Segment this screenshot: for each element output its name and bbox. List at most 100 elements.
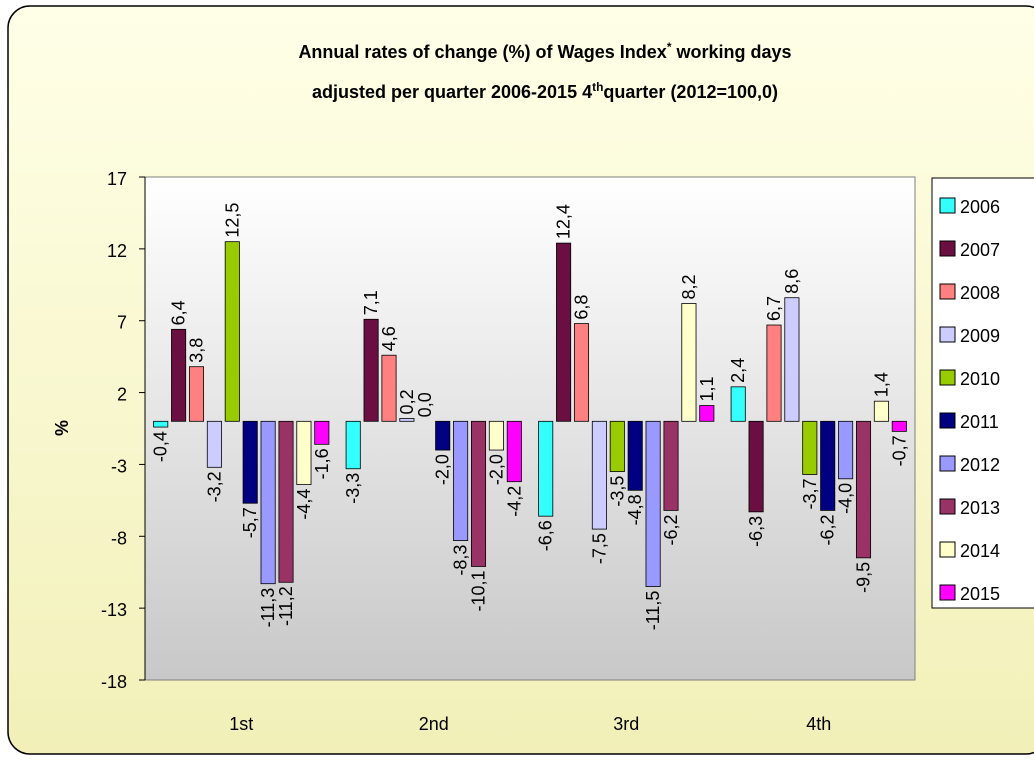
data-label: 0,0	[415, 392, 435, 417]
legend-label: 2013	[960, 498, 1000, 518]
data-label: -8,3	[451, 545, 471, 576]
bar	[242, 420, 258, 504]
bar	[399, 418, 415, 422]
data-label: -4,2	[504, 486, 524, 517]
data-label: -3,5	[607, 476, 627, 507]
legend-label: 2007	[960, 240, 1000, 260]
y-tick-label: -13	[101, 600, 127, 620]
bar	[591, 420, 607, 530]
data-label: 8,6	[782, 269, 802, 294]
title-text: quarter (2012=100,0)	[603, 82, 778, 102]
data-label: 12,5	[222, 203, 242, 238]
x-tick-label: 3rd	[613, 714, 639, 734]
data-label: -4,8	[625, 494, 645, 525]
y-tick-label: -8	[111, 528, 127, 548]
bar	[699, 405, 715, 422]
data-label: -6,2	[661, 514, 681, 545]
legend-label: 2006	[960, 197, 1000, 217]
legend-label: 2014	[960, 541, 1000, 561]
bar	[488, 420, 504, 451]
bar	[345, 420, 361, 470]
bar	[556, 242, 572, 422]
legend-label: 2012	[960, 455, 1000, 475]
bar	[314, 420, 330, 445]
legend-label: 2009	[960, 326, 1000, 346]
y-tick-label: 12	[107, 241, 127, 261]
data-label: 2,4	[728, 358, 748, 383]
data-label: -0,4	[151, 431, 171, 462]
data-label: 12,4	[554, 204, 574, 239]
y-tick-label: 7	[117, 313, 127, 333]
data-label: 6,7	[764, 296, 784, 321]
bar	[188, 366, 205, 422]
title-text: adjusted per quarter 2006-2015 4	[312, 82, 592, 102]
data-label: 6,4	[169, 300, 189, 325]
data-label: -6,2	[818, 514, 838, 545]
bar	[873, 400, 889, 422]
bar	[838, 420, 854, 480]
data-label: -11,5	[643, 591, 663, 631]
bar	[538, 420, 554, 517]
data-label: 7,1	[361, 290, 381, 315]
chart-title: Annual rates of change (%) of Wages Inde…	[298, 40, 791, 62]
legend-label: 2008	[960, 283, 1000, 303]
x-tick-label: 1st	[229, 714, 253, 734]
bar	[470, 420, 487, 567]
title-superscript: th	[592, 80, 603, 94]
data-label: -3,2	[204, 471, 224, 502]
y-tick-label: -18	[101, 672, 127, 692]
bar	[506, 420, 522, 483]
data-label: -3,3	[343, 473, 363, 504]
data-label: 6,8	[571, 295, 591, 320]
legend-label: 2015	[960, 584, 1000, 604]
y-axis-label: %	[52, 420, 72, 436]
legend-swatch	[939, 369, 956, 386]
title-text: working days	[672, 42, 792, 62]
bar	[627, 420, 643, 491]
bar	[435, 420, 451, 451]
bar	[278, 420, 294, 583]
data-label: -6,6	[536, 520, 556, 551]
bar	[453, 420, 469, 541]
title-text: Annual rates of change (%) of Wages Inde…	[298, 42, 666, 62]
data-label: -9,5	[854, 562, 874, 593]
data-label: 1,4	[871, 372, 891, 397]
legend-swatch	[939, 455, 956, 472]
y-tick-label: -3	[111, 456, 127, 476]
data-label: -2,0	[486, 454, 506, 485]
bar	[171, 328, 187, 422]
title-superscript: *	[667, 40, 672, 54]
bar	[730, 386, 746, 422]
bar	[663, 420, 679, 511]
data-label: -2,0	[433, 454, 453, 485]
data-label: -4,0	[836, 483, 856, 514]
bar	[381, 354, 397, 422]
bar	[645, 420, 661, 587]
legend-swatch	[939, 498, 956, 515]
bar	[891, 420, 907, 432]
data-label: 0,2	[397, 389, 417, 414]
bar	[855, 420, 872, 559]
legend-swatch	[939, 197, 956, 214]
bar	[820, 420, 836, 511]
x-tick-label: 2nd	[419, 714, 449, 734]
legend-swatch	[939, 240, 956, 257]
legend-label: 2011	[960, 412, 999, 432]
chart-title: adjusted per quarter 2006-2015 4thquarte…	[312, 80, 778, 102]
bar	[153, 420, 169, 428]
x-tick-label: 4th	[806, 714, 831, 734]
data-label: 4,6	[379, 326, 399, 351]
data-label: -7,5	[589, 533, 609, 564]
legend-swatch	[939, 584, 956, 601]
legend-swatch	[939, 326, 956, 343]
data-label: -1,6	[312, 448, 332, 479]
data-label: -11,3	[258, 588, 278, 628]
data-label: -4,4	[294, 489, 314, 520]
data-label: -6,3	[746, 516, 766, 547]
legend-label: 2010	[960, 369, 1000, 389]
bar	[260, 420, 276, 585]
bar	[748, 420, 764, 513]
data-label: 8,2	[679, 274, 699, 299]
bar	[681, 303, 697, 422]
